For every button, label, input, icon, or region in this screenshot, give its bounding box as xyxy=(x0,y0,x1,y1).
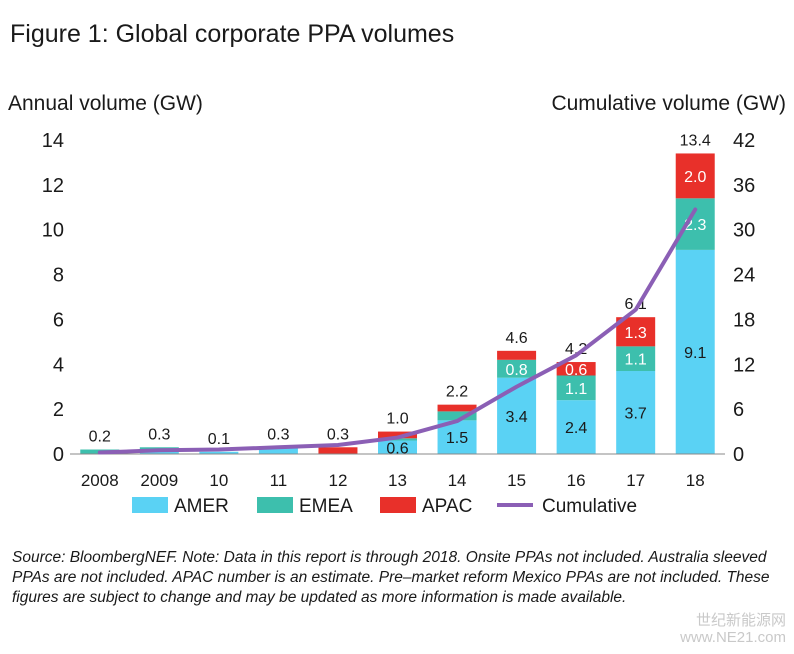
total-label: 1.0 xyxy=(386,411,408,428)
bar-emea xyxy=(497,359,537,378)
bar-apac xyxy=(497,350,537,360)
total-label: 2.2 xyxy=(446,384,468,401)
data-label-amer: 9.1 xyxy=(684,345,706,362)
bar-amer xyxy=(616,371,656,454)
x-tick-label: 12 xyxy=(328,471,347,490)
total-label: 0.2 xyxy=(89,429,111,446)
y-tick-left: 12 xyxy=(42,175,64,197)
watermark-line2: www.NE21.com xyxy=(680,629,786,646)
figure-title: Figure 1: Global corporate PPA volumes xyxy=(10,20,455,48)
data-label-apac: 2.0 xyxy=(684,169,706,186)
y-tick-right: 36 xyxy=(733,175,755,197)
data-label-apac: 1.3 xyxy=(625,325,647,342)
cumulative-line xyxy=(97,207,698,455)
x-tick-label: 2009 xyxy=(140,471,178,490)
bar-emea xyxy=(556,375,596,401)
x-tick-label: 14 xyxy=(448,471,467,490)
x-tick-label: 16 xyxy=(567,471,586,490)
y-tick-right: 24 xyxy=(733,265,755,287)
bar-amer xyxy=(675,249,715,454)
y-tick-right: 30 xyxy=(733,220,755,242)
watermark-line1: 世纪新能源网 xyxy=(695,612,786,629)
data-label-amer: 0.6 xyxy=(386,440,408,457)
legend-label-apac: APAC xyxy=(422,496,472,517)
ppa-volume-chart: Annual volume (GW) Cumulative volume (GW)… xyxy=(8,92,786,517)
y-tick-left: 2 xyxy=(53,399,64,421)
y-tick-left: 8 xyxy=(53,265,64,287)
bar-amer xyxy=(556,400,596,454)
total-label: 4.2 xyxy=(565,341,587,358)
footnote: Source: BloombergNEF. Note: Data in this… xyxy=(12,549,770,606)
bar-apac xyxy=(556,362,596,376)
legend-swatch-amer xyxy=(132,497,168,513)
y-axis-right-title: Cumulative volume (GW) xyxy=(551,92,786,115)
y-tick-left: 6 xyxy=(53,309,64,331)
y-axis-left-title: Annual volume (GW) xyxy=(8,92,203,115)
legend-swatch-apac xyxy=(380,497,416,513)
y-tick-left: 14 xyxy=(42,130,64,152)
x-tick-label: 2008 xyxy=(81,471,119,490)
data-label-amer: 3.4 xyxy=(505,409,527,426)
total-label: 13.4 xyxy=(680,132,711,149)
x-tick-label: 11 xyxy=(270,471,288,490)
x-tick-label: 17 xyxy=(626,471,645,490)
bar-amer xyxy=(199,451,239,454)
bar-amer xyxy=(378,440,417,454)
data-label-apac: 0.6 xyxy=(565,362,587,379)
data-label-emea: 1.1 xyxy=(625,352,647,369)
x-tick-label: 18 xyxy=(686,471,705,490)
bar-apac xyxy=(378,431,417,439)
data-label-emea: 0.8 xyxy=(505,362,527,379)
bar-apac xyxy=(675,153,715,199)
y-tick-left: 10 xyxy=(42,220,64,242)
total-label: 0.3 xyxy=(267,426,289,443)
bar-emea xyxy=(675,198,715,250)
total-label: 0.1 xyxy=(208,431,230,448)
data-label-amer: 3.7 xyxy=(625,406,647,423)
watermark: 世纪新能源网 www.NE21.com xyxy=(680,612,786,646)
legend-label-emea: EMEA xyxy=(299,496,353,517)
y-tick-right: 42 xyxy=(733,130,755,152)
total-label: 4.6 xyxy=(505,330,527,347)
x-tick-label: 10 xyxy=(209,471,228,490)
bar-amer xyxy=(497,377,537,454)
y-tick-left: 0 xyxy=(53,444,64,466)
legend-label-amer: AMER xyxy=(174,496,229,517)
legend-label-cumulative: Cumulative xyxy=(542,496,637,517)
bar-amer xyxy=(258,447,298,454)
y-tick-right: 18 xyxy=(733,309,755,331)
data-label-amer: 1.5 xyxy=(446,430,468,447)
legend-swatch-emea xyxy=(257,497,293,513)
data-label-emea: 1.1 xyxy=(565,381,587,398)
y-tick-right: 0 xyxy=(733,444,744,466)
y-tick-left: 4 xyxy=(53,354,64,376)
bar-emea xyxy=(437,411,477,421)
x-tick-label: 15 xyxy=(507,471,526,490)
total-label: 0.3 xyxy=(327,426,349,443)
x-tick-label: 13 xyxy=(388,471,407,490)
bar-apac xyxy=(318,447,358,454)
y-tick-right: 6 xyxy=(733,399,744,421)
total-label: 0.3 xyxy=(148,426,170,443)
bar-apac xyxy=(437,404,477,412)
bar-emea xyxy=(616,346,656,372)
y-tick-right: 12 xyxy=(733,354,755,376)
data-label-amer: 2.4 xyxy=(565,420,587,437)
